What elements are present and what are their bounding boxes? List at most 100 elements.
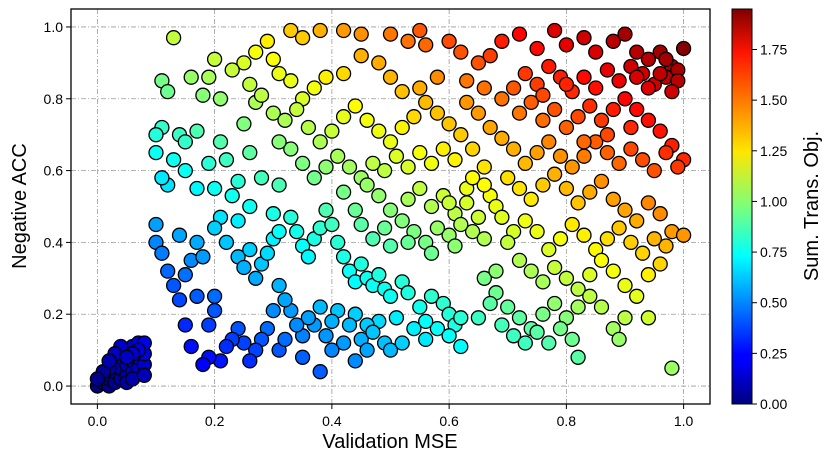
data-point <box>523 263 539 279</box>
data-point <box>412 299 428 315</box>
data-point <box>341 159 358 175</box>
data-point <box>558 119 575 136</box>
x-tick-label: 0.0 <box>88 413 108 429</box>
data-point <box>376 162 393 179</box>
data-point <box>265 206 281 222</box>
y-tick-label: 1.0 <box>44 19 64 35</box>
data-point <box>629 69 645 85</box>
data-point <box>195 249 211 265</box>
data-point <box>236 116 252 132</box>
data-point <box>570 349 586 365</box>
data-point <box>218 152 235 168</box>
data-point <box>294 155 311 172</box>
data-point <box>617 277 633 294</box>
data-point <box>476 231 492 247</box>
data-point <box>470 209 487 225</box>
data-point <box>599 62 616 78</box>
data-point <box>564 331 580 348</box>
data-point <box>529 40 545 57</box>
data-point <box>617 202 633 218</box>
data-point <box>324 123 340 139</box>
data-point <box>412 80 428 96</box>
data-point <box>242 198 258 215</box>
data-point <box>312 22 328 39</box>
data-point <box>640 310 657 326</box>
data-point <box>453 127 469 143</box>
data-point <box>529 223 545 240</box>
data-point <box>453 338 469 355</box>
colorbar-ticks: 0.00 0.25 0.50 0.75 1.00 1.25 1.50 1.75 <box>752 42 787 412</box>
data-point <box>623 141 639 157</box>
data-point <box>482 48 498 64</box>
data-point <box>177 317 193 333</box>
data-point <box>271 177 287 193</box>
data-point <box>283 73 299 89</box>
data-point <box>593 112 610 128</box>
data-point <box>588 80 604 96</box>
y-axis-label: Negative ACC <box>9 143 31 269</box>
data-point <box>165 277 182 294</box>
data-point <box>283 22 299 39</box>
data-point <box>160 83 176 100</box>
data-point <box>470 310 487 326</box>
data-point <box>412 144 428 161</box>
data-point <box>552 231 569 247</box>
colorbar-tick-label: 1.75 <box>760 42 787 58</box>
y-tick-label: 0.4 <box>44 234 64 250</box>
data-point <box>400 234 416 251</box>
data-point <box>441 116 457 132</box>
data-point <box>429 320 446 337</box>
data-point <box>441 328 457 344</box>
data-point <box>289 317 305 333</box>
data-point <box>242 353 258 369</box>
colorbar-tick-label: 1.50 <box>760 92 787 108</box>
data-point <box>335 184 352 200</box>
data-point <box>588 44 604 60</box>
data-point <box>488 263 504 279</box>
data-point <box>470 55 487 71</box>
data-point <box>535 87 551 103</box>
data-point <box>171 227 188 243</box>
data-point <box>453 44 469 60</box>
data-point <box>259 245 276 261</box>
data-point <box>535 274 551 290</box>
data-point <box>523 94 539 111</box>
data-point <box>582 98 598 114</box>
data-point <box>582 267 598 283</box>
data-point <box>500 234 516 251</box>
data-point <box>201 155 217 172</box>
data-point <box>535 112 551 128</box>
data-point <box>541 58 557 75</box>
data-point <box>617 26 633 42</box>
data-point <box>347 98 363 114</box>
data-point <box>382 134 399 150</box>
data-point <box>423 288 440 304</box>
data-point <box>253 87 270 103</box>
data-point <box>418 313 434 330</box>
data-point <box>371 123 387 139</box>
data-point <box>429 105 446 121</box>
data-point <box>464 223 481 240</box>
data-point <box>675 227 692 243</box>
data-point <box>505 328 522 344</box>
data-point <box>447 152 463 168</box>
data-point <box>629 44 645 60</box>
data-point <box>629 288 645 304</box>
data-point <box>494 209 510 225</box>
y-tick-label: 0.6 <box>44 163 64 179</box>
data-point <box>517 65 533 82</box>
data-point <box>517 335 533 351</box>
data-point <box>617 310 633 326</box>
data-point <box>300 249 317 265</box>
colorbar-tick-label: 1.25 <box>760 143 787 159</box>
data-point <box>248 44 264 60</box>
y-axis-ticks: 0.0 0.2 0.4 0.6 0.8 1.0 <box>44 19 71 394</box>
data-point <box>335 109 352 125</box>
data-point <box>312 364 328 380</box>
data-point <box>418 94 434 111</box>
data-point <box>529 324 545 340</box>
data-point <box>634 245 651 261</box>
data-point <box>476 270 492 286</box>
data-point <box>593 173 610 190</box>
data-point <box>236 55 252 71</box>
